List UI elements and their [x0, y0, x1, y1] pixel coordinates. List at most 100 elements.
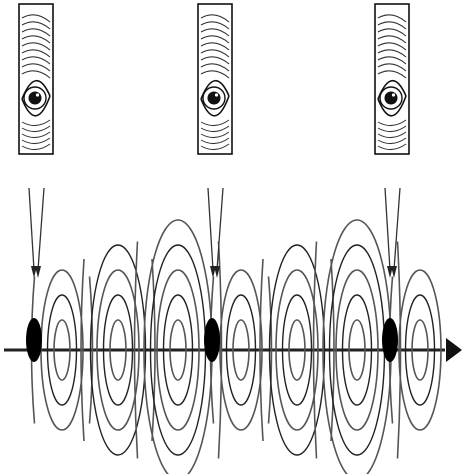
eye-hatch	[377, 131, 407, 138]
eye-hatch	[200, 70, 230, 79]
wave-ring	[348, 319, 366, 381]
eye-icon	[197, 3, 233, 155]
eye-hatch	[200, 63, 230, 72]
eye-hatch	[200, 119, 230, 126]
wave-group	[80, 244, 156, 456]
sound-source	[26, 318, 42, 362]
eye-icon	[374, 3, 410, 155]
eye-hatch	[200, 14, 230, 23]
eye-hatch	[21, 35, 51, 44]
eye-hatch	[377, 56, 407, 65]
eye-hatch	[200, 49, 230, 58]
eye-hatch	[21, 21, 51, 30]
eye-hatch	[377, 21, 407, 30]
eye-glint	[214, 93, 219, 97]
observer-arrow-pair	[28, 187, 45, 278]
arrow-line	[384, 187, 391, 271]
wave-ring	[232, 319, 250, 381]
observer-arrow-pair	[207, 187, 224, 278]
eye-hatch	[21, 56, 51, 65]
wave-arc	[312, 241, 318, 459]
wave-arc	[88, 276, 94, 424]
wave-ring	[169, 319, 187, 381]
eye-hatch	[21, 49, 51, 58]
wave-arc	[133, 241, 139, 459]
wave-group	[388, 269, 442, 431]
eye-lid-lower	[200, 95, 230, 117]
eye-hatch	[21, 28, 51, 37]
sound-source	[382, 318, 398, 362]
wave-group	[259, 244, 335, 456]
eye-hatch	[21, 70, 51, 79]
wave-arc	[217, 241, 223, 459]
wave-arc	[267, 276, 273, 424]
observer-arrows	[28, 187, 401, 278]
eye-hatch	[377, 28, 407, 37]
arrow-down-icon	[391, 266, 397, 278]
wave-arc	[396, 241, 402, 459]
wave-ring	[404, 294, 436, 406]
eye-hatch	[200, 42, 230, 51]
eye-pupil	[384, 91, 398, 105]
wave-ring	[268, 244, 326, 456]
eye-pupil	[28, 91, 42, 105]
wave-ring	[156, 269, 200, 431]
eye-hatch	[377, 42, 407, 51]
wave-arc	[259, 258, 264, 442]
eye-hatch	[21, 119, 51, 126]
wave-ring	[341, 294, 373, 406]
arrow-down-icon	[31, 266, 37, 278]
wave-ring	[288, 319, 306, 381]
wave-ring	[225, 294, 257, 406]
eye-hatch	[21, 125, 51, 132]
eye-glint	[35, 93, 40, 97]
wave-group	[209, 269, 273, 431]
eye-hatch	[377, 119, 407, 126]
wave-ring	[53, 319, 71, 381]
wave-ring	[275, 269, 319, 431]
observers	[18, 3, 410, 155]
eye-icon	[18, 3, 54, 155]
wave-ring	[398, 269, 442, 431]
arrow-line	[207, 187, 214, 271]
eye-hatch	[21, 42, 51, 51]
arrow-line	[37, 187, 45, 271]
arrow-right-icon	[446, 338, 462, 362]
sound-sources	[26, 318, 398, 362]
arrow-down-icon	[214, 266, 220, 278]
eye-hatch	[377, 125, 407, 132]
eye-glint	[391, 93, 396, 97]
eye-hatch	[21, 63, 51, 72]
wave-ring	[109, 319, 127, 381]
eye-hatch	[200, 56, 230, 65]
eye-hatch	[21, 131, 51, 138]
wave-ring	[46, 294, 78, 406]
eye-hatch	[377, 63, 407, 72]
eye-hatch	[21, 14, 51, 23]
arrow-line	[216, 187, 224, 271]
wave-ring	[281, 294, 313, 406]
eye-hatch	[21, 137, 51, 144]
wave-ring	[162, 294, 194, 406]
eye-hatch	[377, 14, 407, 23]
eye-hatch	[377, 137, 407, 144]
wave-arc	[80, 258, 85, 442]
eye-hatch	[200, 125, 230, 132]
arrow-down-icon	[35, 266, 41, 278]
arrow-line	[393, 187, 401, 271]
eye-hatch	[21, 143, 51, 150]
eye-hatch	[200, 35, 230, 44]
wave-ring	[96, 269, 140, 431]
sound-source	[204, 318, 220, 362]
eye-hatch	[200, 21, 230, 30]
wave-ring	[219, 269, 263, 431]
observer-arrow-pair	[384, 187, 401, 278]
eye-hatch	[377, 35, 407, 44]
eye-hatch	[377, 49, 407, 58]
eye-hatch	[200, 137, 230, 144]
arrow-down-icon	[387, 266, 393, 278]
wave-ring	[89, 244, 147, 456]
eye-lid-lower	[21, 95, 51, 117]
